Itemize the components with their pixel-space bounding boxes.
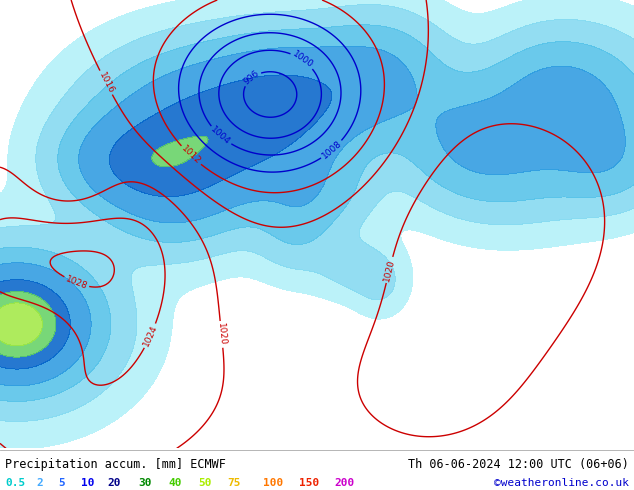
Text: 1028: 1028 <box>64 274 89 291</box>
Text: 50: 50 <box>198 477 211 488</box>
Text: 1004: 1004 <box>209 125 232 147</box>
Text: 996: 996 <box>242 69 261 87</box>
Text: 75: 75 <box>227 477 240 488</box>
Text: 1016: 1016 <box>97 71 115 95</box>
Text: 2: 2 <box>37 477 44 488</box>
Text: 30: 30 <box>138 477 152 488</box>
Text: 1024: 1024 <box>141 324 159 348</box>
Text: 1012: 1012 <box>179 145 202 167</box>
Text: 0.5: 0.5 <box>5 477 25 488</box>
Text: 1000: 1000 <box>290 49 314 70</box>
Text: Precipitation accum. [mm] ECMWF: Precipitation accum. [mm] ECMWF <box>5 458 226 470</box>
Text: 20: 20 <box>108 477 121 488</box>
Text: 5: 5 <box>58 477 65 488</box>
Text: 100: 100 <box>263 477 283 488</box>
Text: 1020: 1020 <box>382 258 397 282</box>
Text: 200: 200 <box>334 477 354 488</box>
Text: ©weatheronline.co.uk: ©weatheronline.co.uk <box>494 477 629 488</box>
Text: 1020: 1020 <box>216 322 227 346</box>
Text: 40: 40 <box>169 477 182 488</box>
Text: 1008: 1008 <box>320 139 344 161</box>
Text: 10: 10 <box>81 477 94 488</box>
Text: Th 06-06-2024 12:00 UTC (06+06): Th 06-06-2024 12:00 UTC (06+06) <box>408 458 629 470</box>
Text: 150: 150 <box>299 477 320 488</box>
